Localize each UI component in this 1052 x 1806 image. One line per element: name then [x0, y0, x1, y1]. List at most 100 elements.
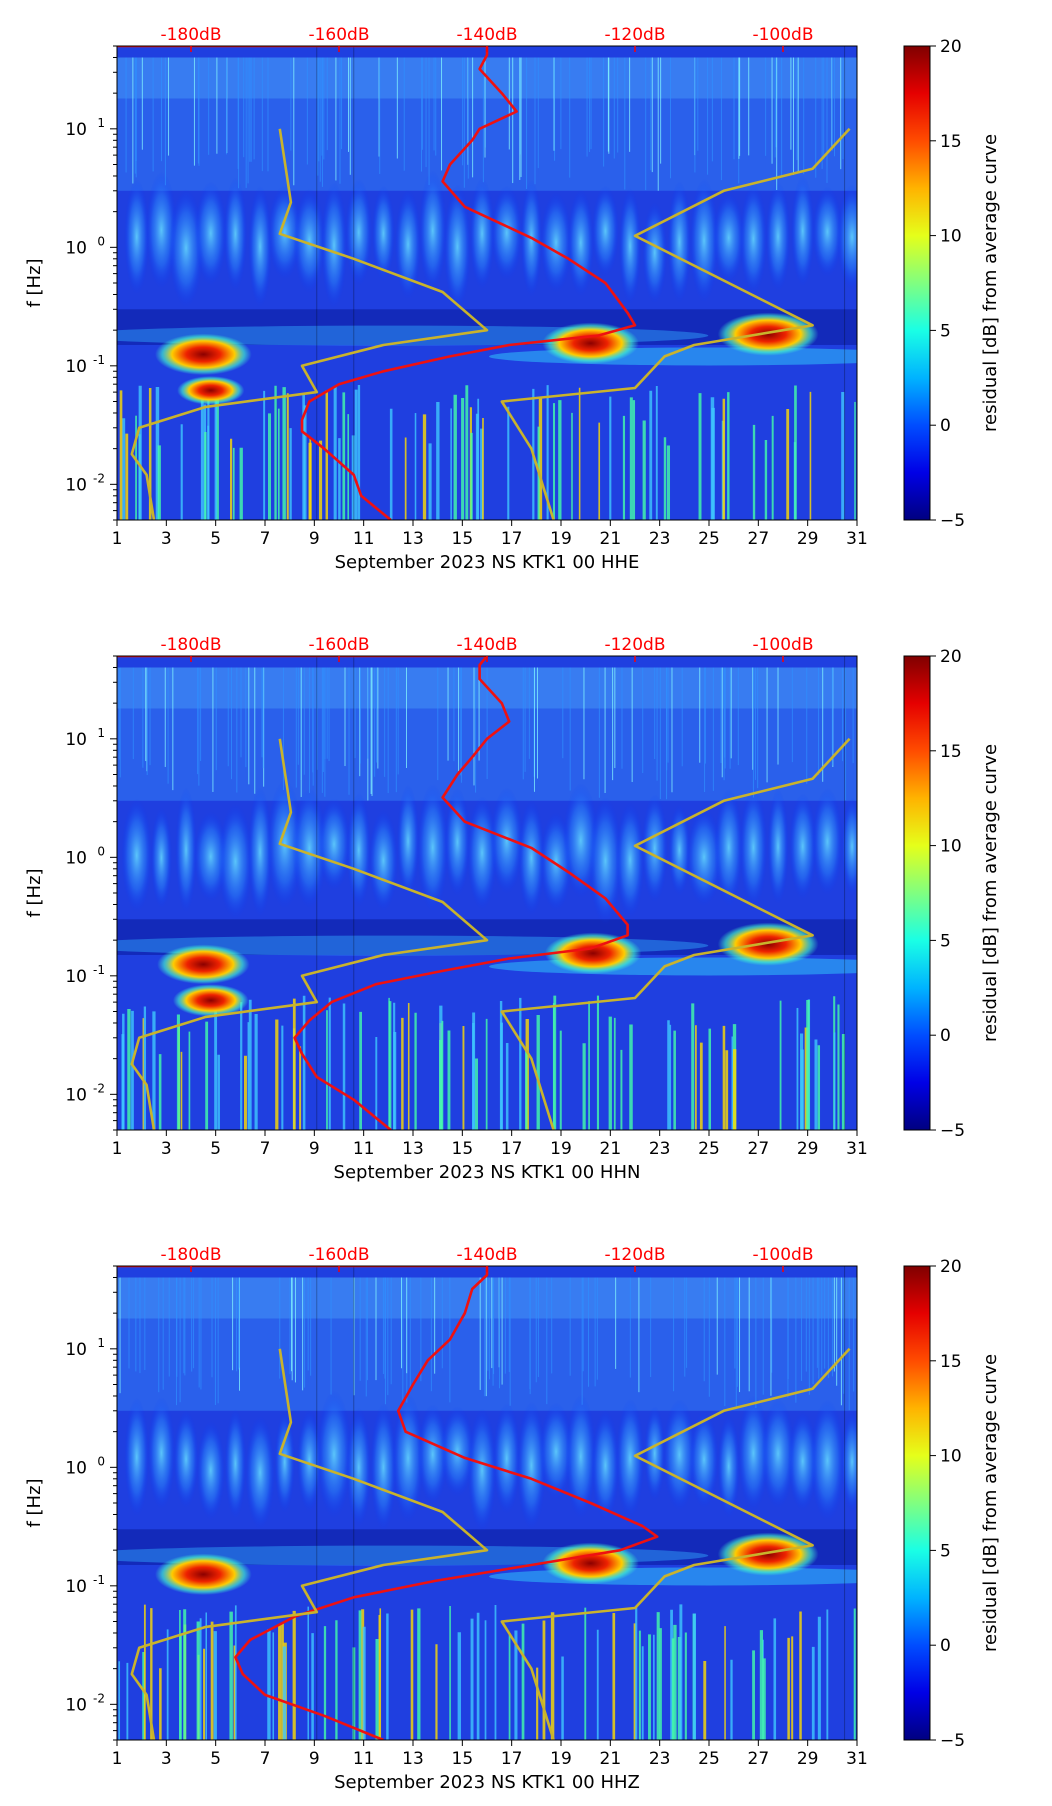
y-tick-exponent: -1: [93, 1573, 105, 1587]
diurnal-blob: [196, 1420, 225, 1520]
y-tick-exponent: -2: [93, 471, 105, 485]
x-tick-label: 31: [846, 1139, 868, 1159]
diurnal-blob: [440, 1406, 475, 1497]
diurnal-blob: [615, 802, 645, 918]
diurnal-blob: [392, 1393, 424, 1523]
diurnal-blob: [567, 189, 594, 297]
colorbar-tick-label: 20: [940, 647, 962, 667]
diurnal-blob: [713, 192, 745, 284]
energy-hotspot: [717, 922, 819, 966]
diurnal-blob: [194, 181, 227, 286]
y-tick-label: 10: [65, 1695, 87, 1715]
diurnal-blob: [145, 171, 177, 289]
diurnal-blob: [274, 1411, 295, 1513]
x-tick-label: 23: [649, 1749, 671, 1769]
y-tick-label: 10: [65, 1085, 87, 1105]
colorbar-tick-label: 5: [940, 931, 951, 951]
db-tick-label: -100dB: [752, 1245, 813, 1265]
y-tick-label: 10: [65, 238, 87, 258]
db-tick-label: -120dB: [604, 25, 665, 45]
psd-curve: [117, 1266, 659, 1740]
diurnal-blob: [345, 178, 373, 287]
x-tick-label: 25: [698, 529, 720, 549]
diurnal-blob: [467, 1408, 497, 1533]
diurnal-blob: [368, 809, 398, 912]
diurnal-blob: [841, 797, 857, 896]
x-tick-label: 19: [550, 1749, 572, 1769]
diurnal-blob: [346, 792, 371, 908]
x-tick-label: 21: [600, 1139, 622, 1159]
diurnal-blob: [540, 192, 572, 293]
db-tick-label: -160dB: [308, 25, 369, 45]
x-tick-label: 3: [161, 1749, 172, 1769]
x-tick-label: 21: [600, 1749, 622, 1769]
diurnal-blob: [292, 788, 327, 909]
plot-area: [117, 1266, 857, 1740]
colorbar: [903, 655, 931, 1131]
diurnal-blob: [395, 189, 422, 300]
noise-model-curve: [500, 127, 851, 520]
x-tick-label: 27: [748, 529, 770, 549]
x-tick-label: 29: [797, 529, 819, 549]
diurnal-blob: [644, 1406, 666, 1501]
x-tick-label: 13: [402, 529, 424, 549]
diurnal-blob: [218, 803, 253, 920]
energy-hotspot: [155, 333, 252, 376]
colorbar-tick-label: 0: [940, 416, 951, 436]
noise-model-curve: [500, 1347, 851, 1740]
energy-hotspot: [542, 1542, 639, 1584]
diurnal-blob: [245, 1415, 275, 1530]
diurnal-blob: [714, 788, 743, 906]
plot-area: [117, 656, 857, 1130]
diurnal-blob: [788, 1411, 818, 1511]
y-axis-label: f [Hz]: [24, 868, 45, 917]
x-tick-label: 1: [112, 1749, 123, 1769]
diurnal-blob: [346, 1407, 372, 1528]
diurnal-blob: [443, 184, 471, 310]
x-axis-label: September 2023 NS KTK1 00 HHN: [334, 1162, 641, 1183]
diurnal-blob: [175, 787, 197, 913]
db-tick-label: -160dB: [308, 635, 369, 655]
colorbar-tick-label: 15: [940, 742, 962, 762]
diurnal-blob: [615, 1398, 645, 1519]
y-tick-label: 10: [65, 1340, 87, 1360]
noise-model-curve: [130, 738, 489, 1130]
x-tick-label: 17: [501, 529, 523, 549]
y-tick-exponent: 1: [97, 116, 105, 130]
colorbar-tick-label: −5: [940, 1121, 965, 1141]
db-tick-label: -160dB: [308, 1245, 369, 1265]
db-tick-label: -140dB: [456, 25, 517, 45]
diurnal-blob: [812, 186, 843, 278]
diurnal-blob: [493, 1402, 521, 1514]
y-tick-label: 10: [65, 1458, 87, 1478]
y-tick-exponent: 0: [97, 234, 105, 248]
diurnal-blob: [418, 170, 447, 291]
diurnal-blob: [739, 183, 767, 295]
diurnal-blob: [444, 787, 470, 897]
x-tick-label: 13: [402, 1749, 424, 1769]
energy-hotspot: [542, 322, 639, 364]
y-tick-label: 10: [65, 848, 87, 868]
db-tick-label: -140dB: [456, 1245, 517, 1265]
energy-hotspot: [172, 984, 249, 1017]
diurnal-blob: [491, 185, 523, 281]
energy-hotspot: [717, 312, 819, 356]
diurnal-blob: [591, 1409, 620, 1521]
x-tick-label: 31: [846, 1749, 868, 1769]
high-frequency-band: [117, 1277, 857, 1319]
x-tick-label: 15: [452, 529, 474, 549]
x-tick-label: 13: [402, 1139, 424, 1159]
x-tick-label: 3: [161, 1139, 172, 1159]
x-tick-label: 11: [353, 529, 375, 549]
diurnal-blob: [490, 787, 524, 894]
noise-model-curve: [500, 737, 851, 1130]
x-tick-label: 15: [452, 1749, 474, 1769]
x-tick-label: 31: [846, 529, 868, 549]
noise-model-curve: [130, 1348, 489, 1740]
y-tick-label: 10: [65, 120, 87, 140]
energy-hotspot: [544, 932, 642, 974]
colorbar: [903, 45, 931, 521]
diurnal-blob: [223, 177, 247, 291]
db-tick-label: -180dB: [160, 635, 221, 655]
diurnal-blob: [717, 1414, 740, 1518]
